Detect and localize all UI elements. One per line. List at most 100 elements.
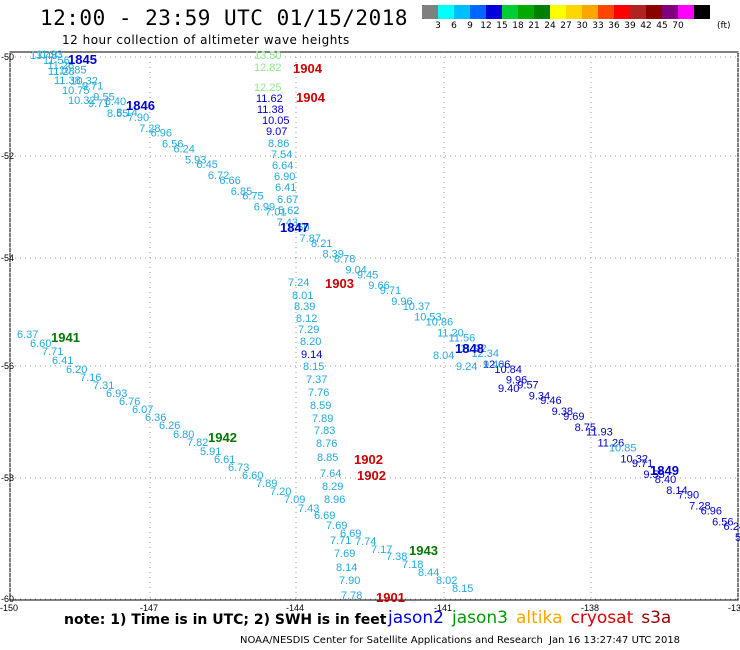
wave-height-value: 7.89 [312, 413, 333, 425]
wave-height-value: 7.18 [402, 559, 423, 571]
legend-entry-cryosat: cryosat [570, 608, 634, 628]
colorbar-swatch [502, 5, 518, 19]
wave-height-value: 6.20 [66, 364, 87, 376]
legend-entry-s3a: s3a [641, 608, 672, 628]
wave-height-value: 7.74 [355, 536, 376, 548]
pass-label: 1845 [68, 52, 97, 67]
wave-height-value: 8.15 [303, 361, 324, 373]
pass-label: 1847 [280, 220, 309, 235]
wave-height-value: 8.21 [311, 238, 332, 250]
colorbar-swatch [470, 5, 486, 19]
wave-height-value: 8.14 [336, 562, 357, 574]
wave-height-value: 8.12 [296, 313, 317, 325]
wave-height-value: 9.71 [380, 285, 401, 297]
colorbar-ticks: 3 6 9 12 15 18 21 24 27 30 33 36 39 42 45 70 [422, 19, 710, 33]
wave-height-value: 8.04 [433, 350, 454, 362]
colorbar-tick-label: 9 [467, 21, 473, 31]
wave-height-value: 11.38 [257, 104, 284, 116]
wave-height-value: 9.55 [643, 469, 664, 481]
wave-height-value: 9.55 [93, 91, 114, 103]
colorbar-swatch [454, 5, 470, 19]
wave-height-value: 6.69 [340, 528, 361, 540]
wave-height-value: 7.76 [308, 387, 329, 399]
wave-height-value: 6.64 [272, 160, 293, 172]
wave-height-value: 5.62 [278, 205, 299, 217]
wave-height-value: 10.32 [70, 76, 98, 88]
pass-label: 1848 [455, 341, 484, 356]
wave-height-value: 7.78 [341, 590, 362, 602]
wave-height-value: 9.96 [391, 296, 412, 308]
wave-height-value: 7.82 [187, 437, 208, 449]
wave-height-value: 8.40 [655, 474, 676, 486]
colorbar-swatch [518, 5, 534, 19]
pass-label: 1902 [354, 452, 383, 467]
colorbar-swatch [534, 5, 550, 19]
lat-tick-label: -60 [1, 594, 14, 604]
colorbar-tick-label: 24 [544, 21, 556, 31]
colorbar-swatch [694, 5, 710, 19]
colorbar-swatch [422, 5, 438, 19]
wave-height-value: 13.48 [30, 50, 58, 62]
wave-height-value: 8.39 [294, 301, 315, 313]
legend-entry-altika: altika [516, 608, 563, 628]
wave-height-value: 7.69 [326, 520, 347, 532]
wave-height-value: 6.26 [159, 420, 180, 432]
wave-height-value: 6.67 [277, 194, 298, 206]
wave-height-value: 8.75 [575, 422, 596, 434]
wave-height-value: 7.17 [371, 544, 392, 556]
wave-height-value: 10.86 [426, 317, 454, 329]
wave-height-value: 11.20 [437, 327, 464, 339]
wave-height-value: 9.71 [632, 458, 653, 470]
colorbar-tick-label: 33 [592, 21, 604, 31]
wave-height-value: 6.66 [219, 175, 240, 187]
wave-height-value: 5.93 [185, 154, 206, 166]
wave-height-value: 8.15 [452, 583, 473, 595]
wave-height-value: 11.62 [256, 93, 283, 105]
wave-height-value: 6.36 [145, 412, 166, 424]
pass-label: 1902 [357, 468, 386, 483]
wave-height-value: 6.73 [228, 462, 249, 474]
wave-height-value: 6.24 [174, 143, 195, 155]
wave-height-value: 7.38 [386, 551, 407, 563]
colorbar-tick-label: 21 [528, 21, 540, 31]
wave-height-value: 11.26 [597, 438, 624, 450]
wave-height-value: 9.45 [357, 269, 378, 281]
wave-height-value: 9.40 [498, 383, 519, 395]
wave-height-value: 9.38 [552, 406, 573, 418]
pass-label: 1846 [126, 98, 155, 113]
wave-height-value: 7.29 [298, 324, 319, 336]
wave-height-value: 10.32 [620, 453, 648, 465]
pass-label: 1942 [208, 430, 237, 445]
colorbar-tick-label: 70 [672, 21, 684, 31]
lat-tick-label: -50 [1, 52, 14, 62]
colorbar-tick-label: 36 [608, 21, 620, 31]
lon-tick-label: -147 [140, 603, 158, 613]
wave-height-value: 6.07 [132, 404, 153, 416]
colorbar-tick-label: 42 [640, 21, 652, 31]
wave-height-value: 6.56 [712, 516, 733, 528]
colorbar-tick-label: 3 [435, 21, 441, 31]
colorbar-swatch [630, 5, 646, 19]
wave-height-value: 8.44 [418, 567, 439, 579]
colorbar-units: (ft) [717, 21, 731, 31]
wave-height-value: 11.93 [36, 49, 63, 61]
legend-entry-jason3: jason3 [452, 608, 508, 628]
wave-height-value: 8.86 [268, 138, 289, 150]
map-frame [9, 51, 739, 601]
wave-height-value: 8.55 [107, 108, 128, 120]
pass-label: 1901 [376, 590, 405, 605]
wave-height-value: 9.04 [345, 264, 366, 276]
wave-height-value: 11.56 [449, 332, 476, 344]
wave-height-value: 10.84 [494, 364, 522, 376]
wave-height-value: 7.83 [314, 425, 335, 437]
wave-height-value: 7.54 [271, 149, 292, 161]
wave-height-value: 9.07 [266, 126, 287, 138]
wave-height-value: 6.24 [724, 521, 740, 533]
wave-height-value: 8.40 [105, 96, 126, 108]
footer-timestamp: Jan 16 13:27:47 UTC 2018 [549, 635, 681, 646]
wave-height-value: 6.60 [242, 470, 263, 482]
wave-height-value: 7.31 [93, 380, 114, 392]
colorbar-swatch [678, 5, 694, 19]
wave-height-value: 7.69 [334, 548, 355, 560]
wave-height-value: 6.75 [242, 191, 263, 203]
